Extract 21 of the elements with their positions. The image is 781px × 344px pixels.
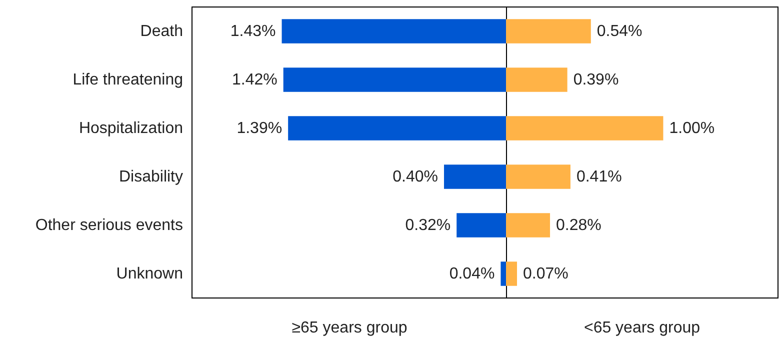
data-label: 1.00%: [669, 120, 715, 137]
data-label: 0.40%: [392, 168, 438, 186]
data-label: 1.43%: [230, 22, 276, 40]
y-tick-label: Death: [140, 22, 183, 40]
y-tick-label: Life threatening: [72, 71, 183, 88]
y-tick-label: Other serious events: [35, 216, 183, 234]
data-label: 1.39%: [236, 120, 282, 137]
data-label: 0.04%: [449, 265, 495, 282]
y-tick-label: Disability: [118, 168, 183, 186]
data-label: 0.28%: [556, 216, 602, 234]
data-label: 0.41%: [576, 168, 622, 186]
y-tick-label: Hospitalization: [78, 120, 183, 137]
y-tick-label: Unknown: [116, 265, 183, 282]
data-label: 1.42%: [232, 71, 278, 88]
bar: [506, 68, 568, 92]
data-label: 0.54%: [596, 22, 642, 40]
x-axis-title: <65 years group: [584, 320, 700, 336]
data-label: 0.32%: [405, 216, 451, 234]
data-label: 0.39%: [573, 71, 619, 88]
x-axis-title: ≥65 years group: [292, 320, 408, 336]
data-label: 0.07%: [523, 265, 568, 282]
